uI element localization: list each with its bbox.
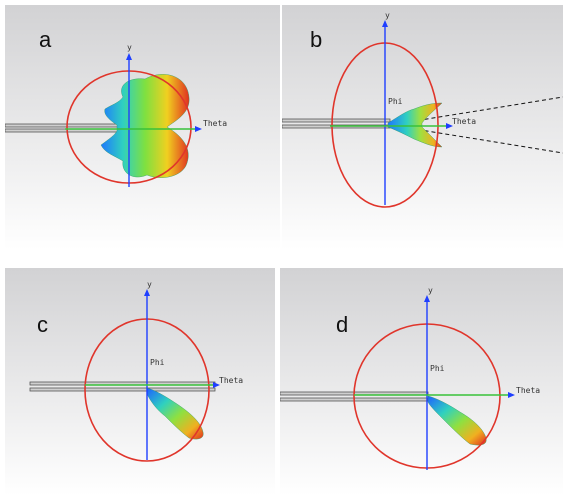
probe-bar bbox=[282, 118, 391, 123]
phi-axis-label: Phi bbox=[430, 364, 445, 373]
panel-label: c bbox=[37, 312, 48, 337]
y-axis-label: y bbox=[428, 286, 433, 295]
phi-axis-label: Phi bbox=[388, 97, 403, 106]
theta-axis-arrow bbox=[213, 382, 220, 388]
theta-axis-arrow bbox=[508, 392, 515, 398]
y-axis-arrow bbox=[126, 53, 132, 60]
panel-c-graphic bbox=[5, 268, 275, 496]
theta-axis-label: Theta bbox=[203, 119, 228, 128]
panel-a: a y Theta bbox=[5, 5, 280, 250]
panel-d-graphic bbox=[280, 268, 563, 496]
panel-d-background bbox=[280, 268, 563, 496]
panel-c: c y Phi Theta bbox=[5, 268, 275, 496]
y-axis-arrow bbox=[424, 295, 430, 302]
y-axis-label: y bbox=[385, 11, 390, 20]
theta-axis-arrow bbox=[195, 126, 202, 132]
phi-axis-label: Phi bbox=[150, 358, 165, 367]
theta-axis-label: Theta bbox=[219, 376, 244, 385]
panel-label: a bbox=[39, 27, 52, 52]
y-axis-label: y bbox=[147, 280, 152, 289]
y-axis-arrow bbox=[144, 289, 150, 296]
panel-label: d bbox=[336, 312, 349, 337]
y-axis-label: y bbox=[127, 43, 132, 52]
radiation-pattern-lobe bbox=[100, 74, 190, 178]
panel-b-graphic bbox=[282, 5, 563, 250]
panel-d: d y Phi Theta bbox=[280, 268, 563, 496]
radiation-pattern-lobe bbox=[146, 387, 204, 440]
panel-b: b y Phi Theta bbox=[282, 5, 563, 250]
probe-bar bbox=[29, 387, 216, 392]
radiation-pattern-lobe bbox=[387, 102, 443, 148]
theta-axis-label: Theta bbox=[516, 386, 541, 395]
theta-axis-label: Theta bbox=[452, 117, 477, 126]
theta-axis-arrow bbox=[446, 123, 453, 129]
y-axis-arrow bbox=[382, 20, 388, 27]
panel-a-graphic bbox=[5, 5, 280, 250]
panel-label: b bbox=[310, 27, 323, 52]
